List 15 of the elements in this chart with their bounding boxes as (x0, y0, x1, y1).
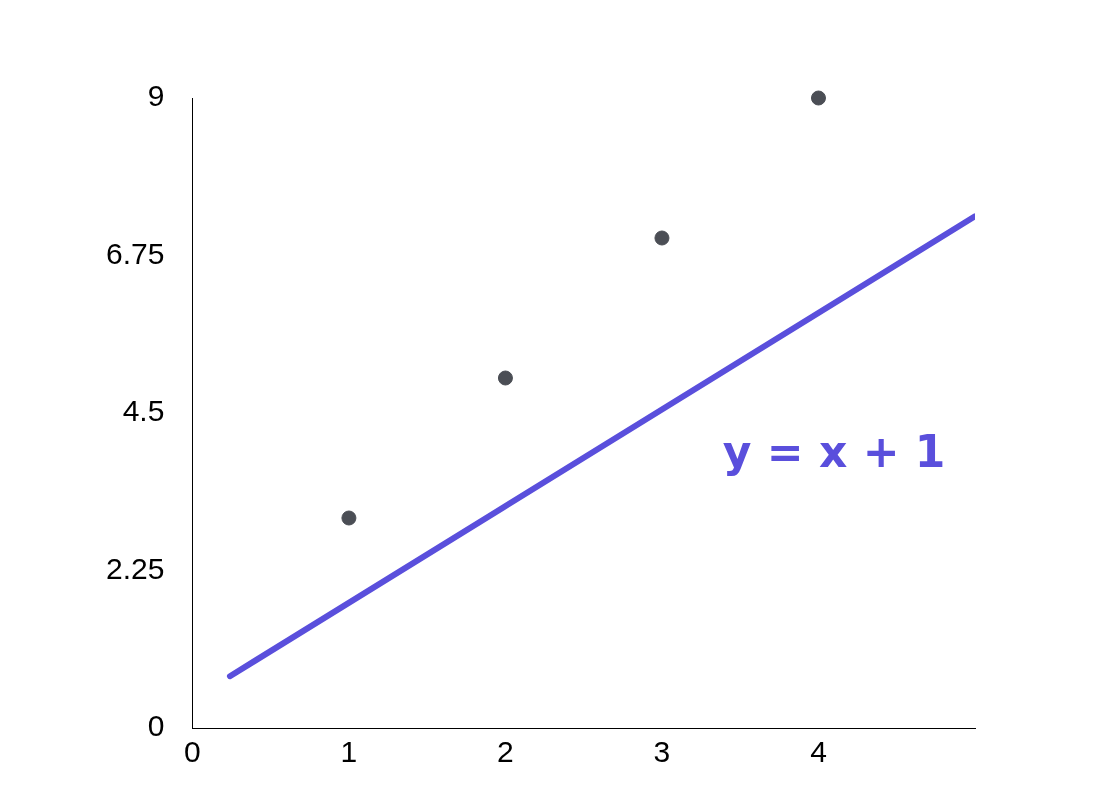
y-tick-label: 2.25 (106, 551, 165, 585)
point (810, 90, 826, 106)
y-tick-label: 4.5 (122, 394, 165, 428)
point (341, 510, 357, 526)
point (654, 230, 670, 246)
x-tick-label: 4 (810, 735, 827, 769)
y-tick-label: 9 (147, 79, 165, 113)
x-tick-label: 0 (184, 735, 201, 769)
point (497, 370, 513, 386)
y-tick-label: 6.75 (106, 236, 165, 270)
annotation: y = x + 1 (722, 425, 946, 477)
x-tick-label: 1 (340, 735, 358, 769)
x-tick-label: 2 (497, 735, 514, 769)
x-tick-label: 3 (653, 735, 671, 769)
y-tick-label: 0 (147, 709, 165, 743)
